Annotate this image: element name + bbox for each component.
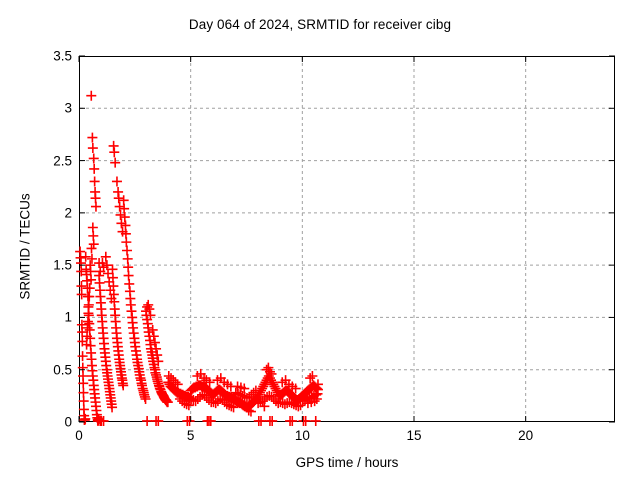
y-tick-label: 0 xyxy=(64,414,72,430)
y-tick-label: 0.5 xyxy=(53,362,72,378)
y-axis-label: SRMTID / TECUs xyxy=(17,193,33,300)
y-tick-label: 2.5 xyxy=(53,153,72,169)
x-axis-label: GPS time / hours xyxy=(295,455,399,470)
x-tick-label: 20 xyxy=(518,428,534,443)
x-tick-label: 15 xyxy=(406,428,422,443)
y-tick-label: 3 xyxy=(64,100,72,116)
y-tick-label: 1 xyxy=(64,309,72,325)
x-tick-label: 0 xyxy=(75,428,83,443)
x-tick-label: 10 xyxy=(294,428,310,443)
plot-frame xyxy=(79,56,615,422)
chart-title: Day 064 of 2024, SRMTID for receiver cib… xyxy=(188,17,452,32)
y-tick-label: 1.5 xyxy=(53,257,72,273)
y-tick-label: 3.5 xyxy=(53,48,72,64)
y-tick-label: 2 xyxy=(64,205,72,221)
x-tick-label: 5 xyxy=(186,428,195,443)
